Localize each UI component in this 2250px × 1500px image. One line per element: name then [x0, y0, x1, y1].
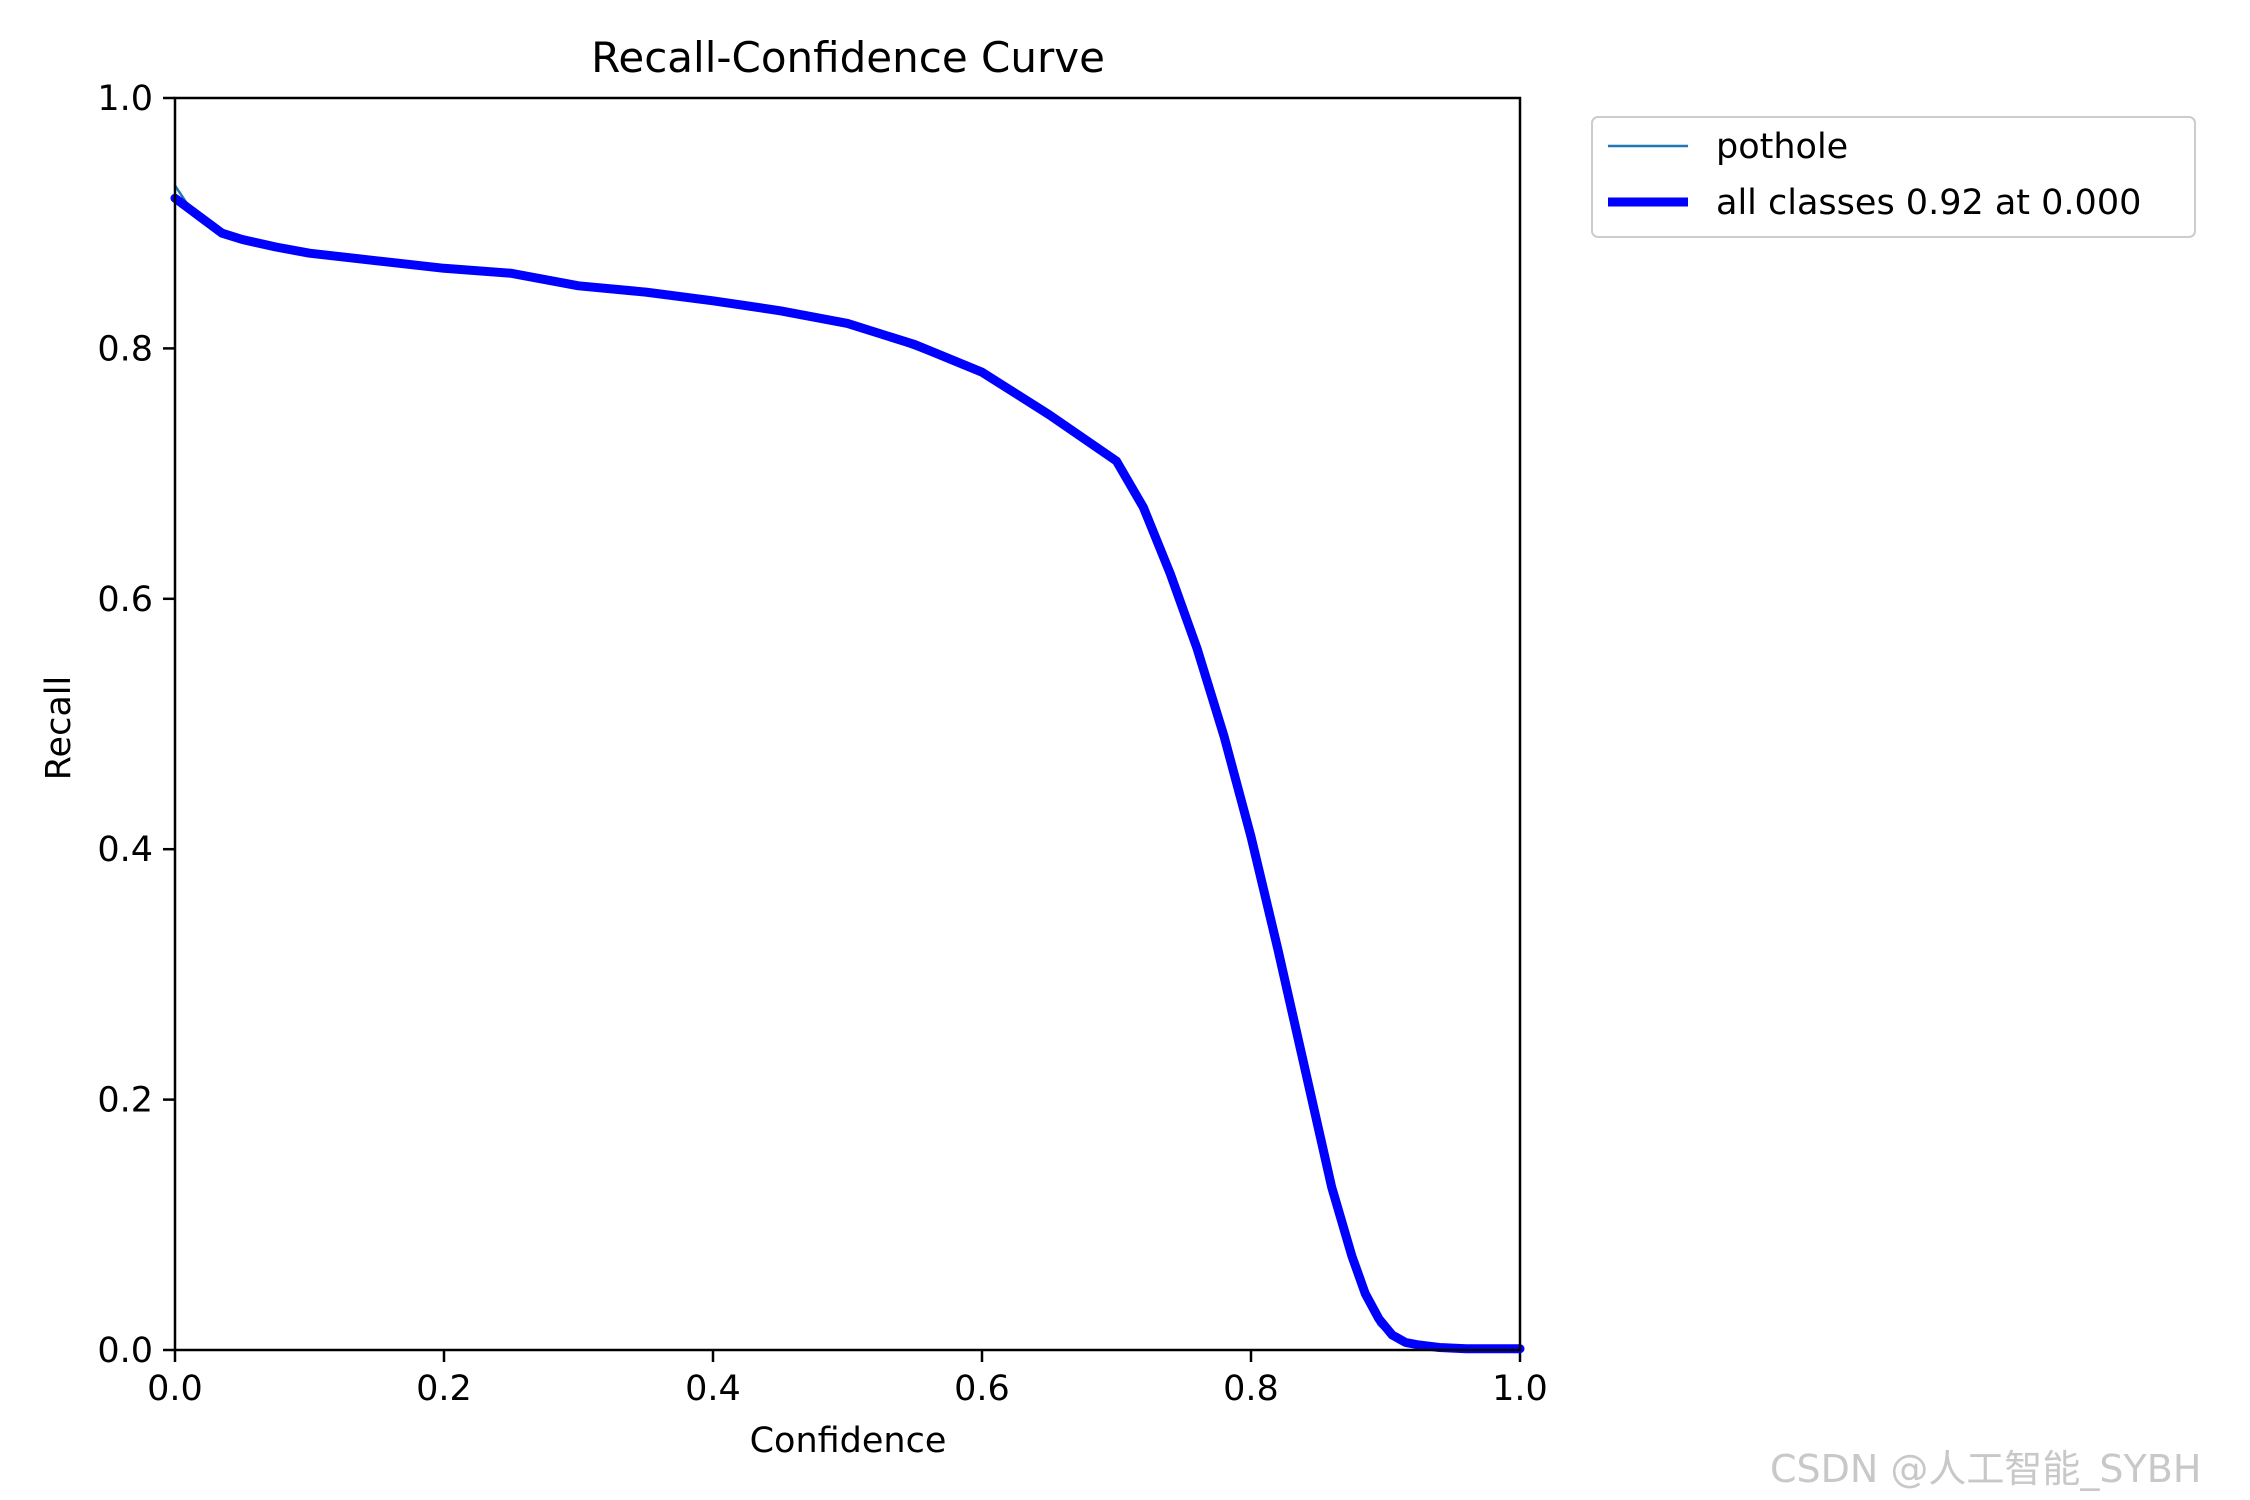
series-lines	[170, 184, 1525, 1354]
axis-ticks: 0.0 0.2 0.4 0.6 0.8 1.0 0.0 0.2 0.4 0.6 0.8 1.0	[97, 79, 1548, 1409]
chart-title: Recall-Confidence Curve	[591, 33, 1105, 82]
x-tick-label: 0.4	[685, 1369, 741, 1409]
series-line-all-classes	[170, 193, 1525, 1354]
y-tick-label: 0.2	[97, 1081, 153, 1121]
y-tick-label: 0.4	[97, 830, 153, 870]
x-tick-label: 0.6	[954, 1369, 1010, 1409]
watermark: CSDN @人工智能_SYBH	[1770, 1447, 2202, 1491]
x-tick-label: 1.0	[1492, 1369, 1548, 1409]
y-tick-label: 0.6	[97, 580, 153, 620]
y-tick-label: 0.8	[97, 329, 153, 369]
y-tick-label: 0.0	[97, 1331, 153, 1371]
y-tick-label: 1.0	[97, 79, 153, 119]
x-axis-label: Confidence	[750, 1421, 947, 1461]
series-line-pothole	[173, 184, 1522, 1350]
x-tick-label: 0.0	[147, 1369, 203, 1409]
x-tick-label: 0.8	[1223, 1369, 1279, 1409]
legend: pothole all classes 0.92 at 0.000	[1591, 116, 2196, 238]
legend-label-pothole: pothole	[1716, 127, 1848, 167]
y-axis-label: Recall	[39, 676, 79, 780]
legend-box	[1591, 116, 2196, 238]
legend-label-all-classes: all classes 0.92 at 0.000	[1716, 183, 2141, 223]
plot-frame	[173, 96, 1522, 1352]
x-tick-label: 0.2	[416, 1369, 472, 1409]
